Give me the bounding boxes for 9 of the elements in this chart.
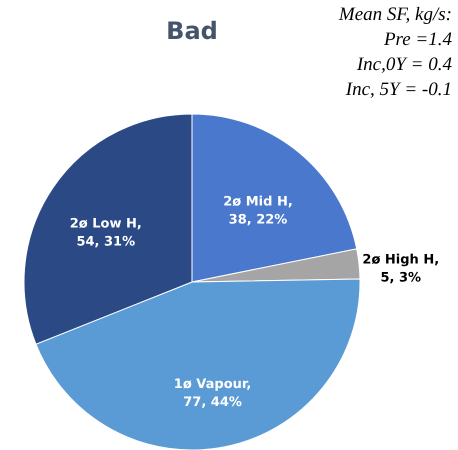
text: Pre =1.4 — [382, 29, 452, 50]
slice-label: 1ø Vapour, 77, 44% — [174, 377, 252, 410]
text: Inc,0Y = 0.4 — [356, 54, 452, 75]
slice-label: 2ø Mid H, 38, 22% — [223, 194, 293, 228]
slice-label: 2ø Low H, 54, 31% — [70, 216, 142, 250]
text: Mean SF, kg/s: — [338, 4, 452, 25]
chart-title: Bad — [166, 17, 218, 45]
text: Inc, 5Y = -0.1 — [344, 79, 452, 100]
slice-label: 2ø High H, 5, 3% — [362, 252, 440, 286]
